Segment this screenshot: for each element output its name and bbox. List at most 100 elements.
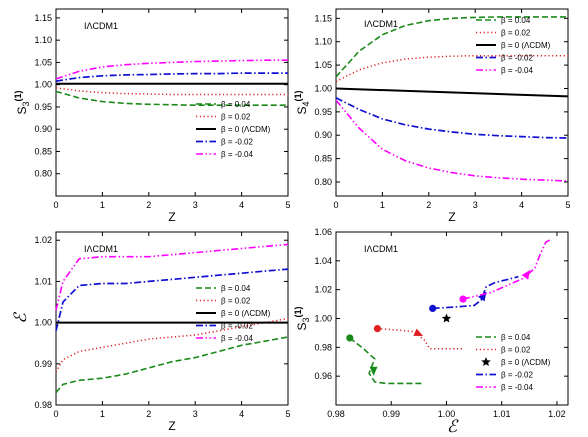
legend-entry: β = -0.04 [501,66,534,75]
series-line-3 [335,87,569,98]
model-label: IΛCDM1 [364,19,398,29]
y-tick-label: 1.02 [314,285,332,295]
y-tick-label: 1.00 [34,80,52,90]
series-line-5 [55,59,288,80]
plot-frame [335,8,569,197]
series-line-4 [55,268,289,332]
x-tick-label: 3 [193,200,198,210]
y-tick-label: 1.05 [314,60,332,70]
series-line-1 [335,16,568,78]
y-tick-label: 0.95 [34,102,52,112]
x-tick-label: 0 [333,200,338,210]
x-tick-label: 1 [100,409,105,419]
y-tick-label: 0.98 [314,342,332,352]
x-tick-label: 2 [146,200,151,210]
x-tick-label: 0 [53,200,58,210]
legend-entry: β = 0.04 [221,100,251,109]
y-tick-label: 0.80 [314,177,332,187]
x-tick-label: 5 [285,409,290,419]
x-axis-label: Z [448,210,455,224]
y-axis-label: S3(1)S3(1) [293,306,311,330]
panel-4: 0.98 0.99 1.00 1.01 1.02 0.96 0.98 1.00 1.02 1.04… [293,227,569,436]
y-tick-label: 0.96 [314,371,332,381]
x-tick-label: 2 [426,200,431,210]
y-tick-label: 1.05 [34,57,52,67]
x-tick-label: 4 [239,200,244,210]
x-tick-label: 0.98 [327,409,345,419]
y-axis-label-visual: S4(1) [293,90,311,114]
series-lcdm-star [441,313,452,323]
y-tick-label: 1.10 [314,37,332,47]
y-tick-label: 1.02 [34,235,52,245]
y-tick-label: 1.04 [314,256,332,266]
legend-entry: β = -0.02 [501,54,534,63]
model-label: IΛCDM1 [84,244,118,254]
x-tick-label: 4 [239,409,244,419]
y-tick-label: 0.80 [34,169,52,179]
panel-1: 0 1 2 3 4 5 0.80 0.85 0.90 0.95 1.00 1.05 1.10 1.15 Z S… [13,8,291,224]
y-tick-label: 0.99 [34,359,52,369]
legend-entry: β = 0.02 [221,297,251,306]
y-tick-label: 1.10 [34,35,52,45]
legend-entry: β = -0.04 [221,150,254,159]
legend-entry: β = 0 (ΛCDM) [221,309,271,318]
x-tick-label: 3 [473,200,478,210]
x-tick-label: 1.00 [438,409,456,419]
model-label: IΛCDM1 [84,21,118,31]
panel-3: 0 1 2 3 4 5 0.98 0.99 1.00 1.01 1.02 Z ℰ IΛCDM1 β = 0.… [11,231,291,433]
legend-entry: β = -0.02 [221,138,254,147]
y-tick-label: 1.06 [314,227,332,237]
x-axis-label: Z [168,210,175,224]
legend-entry: β = 0.04 [501,333,531,342]
x-tick-label: 5 [285,200,290,210]
legend-entry: β = -0.04 [501,383,534,392]
series-start-point [373,324,382,333]
y-tick-label: 0.90 [314,130,332,140]
legend-entry: β = 0 (ΛCDM) [501,358,551,367]
y-tick-label: 1.00 [34,318,52,328]
series-line-2 [377,327,463,350]
y-axis-label: S3(1)S3(1) [13,90,31,114]
legend-entry: β = -0.02 [501,371,534,380]
x-tick-label: 2 [146,409,151,419]
y-axis-label-visual: S3(1) [293,306,311,330]
y-tick-label: 1.00 [314,83,332,93]
series-direction-arrow [413,328,424,336]
y-axis-label-visual: S3(1) [13,90,31,114]
model-label: IΛCDM1 [364,244,398,254]
x-tick-label: 0 [53,409,58,419]
legend-entry: β = 0.02 [501,346,531,355]
legend-entry: β = 0.04 [501,16,531,25]
series-line-1 [349,337,425,385]
legend-entry: β = 0 (ΛCDM) [221,125,271,134]
series-direction-arrow [521,270,531,280]
plot-frame [335,231,569,406]
x-tick-label: 1.01 [493,409,511,419]
plot-frame [55,8,289,197]
y-axis-label: S4(1)S4(1) [293,90,311,114]
legend-entry: β = -0.02 [221,322,254,331]
x-tick-label: 1 [100,200,105,210]
series-direction-arrow [369,366,378,376]
x-tick-label: 1.02 [548,409,566,419]
y-tick-label: 1.00 [314,314,332,324]
series-line-2 [55,87,288,96]
panel-2: 0 1 2 3 4 5 0.80 0.85 0.90 0.95 1.00 1.05 1.10 1.15 Z S… [293,8,571,224]
x-axis-label: ℰ [447,417,459,436]
x-tick-label: 5 [565,200,570,210]
y-axis-label-text: ℰ [11,312,30,324]
x-tick-label: 4 [519,200,524,210]
y-tick-label: 0.90 [34,124,52,134]
series-line-5 [55,243,289,311]
legend-marker [481,357,491,366]
series-line-4 [55,72,288,82]
legend-entry: β = 0 (ΛCDM) [501,41,551,50]
series-start-point [459,295,467,303]
series-line-5 [462,238,552,300]
y-tick-label: 0.85 [34,146,52,156]
series-start-point [346,334,354,342]
legend-entry: β = 0.04 [221,284,251,293]
series-line-5 [335,99,569,182]
x-tick-label: 1 [380,200,385,210]
